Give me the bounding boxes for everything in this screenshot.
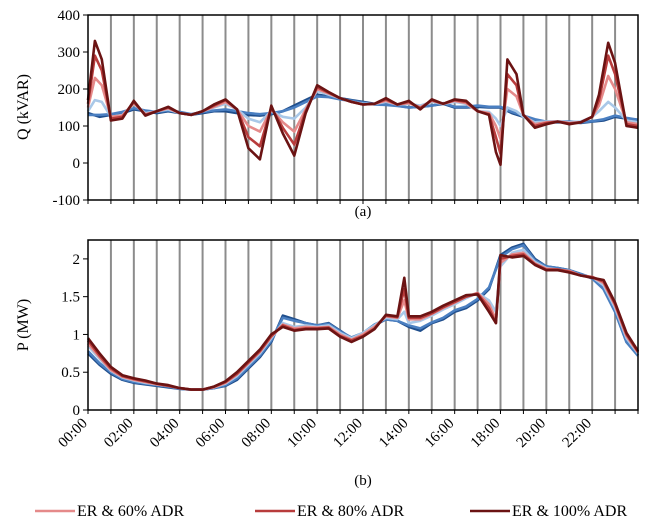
panel-b-xtick-label: 20:00 bbox=[514, 416, 549, 451]
panel-a-y-ticks: -100 0 100 200 300 400 bbox=[53, 8, 88, 209]
panel-b-xtick-label: 22:00 bbox=[560, 416, 595, 451]
panel-b-gridlines bbox=[87, 240, 639, 414]
panel-b-series-line-5 bbox=[86, 253, 640, 391]
panel-b-xtick-label: 18:00 bbox=[468, 416, 503, 451]
panel-a-ytick-label: 300 bbox=[58, 45, 81, 61]
panel-a-chart: -100 0 100 200 300 400 Q (kVAR) (a) bbox=[15, 8, 639, 220]
panel-b-ytick-label: 0 bbox=[73, 403, 81, 419]
panel-b-ytick-label: 1 bbox=[73, 327, 81, 343]
panel-b-xtick-label: 06:00 bbox=[193, 416, 228, 451]
panel-a-ytick-label: -100 bbox=[53, 193, 81, 209]
panel-b-ytick-label: 1.5 bbox=[61, 290, 80, 306]
panel-b-chart: 0 0.5 1 1.5 2 00:00 02:00 04:00 06:00 08:00 10:00… bbox=[15, 239, 640, 489]
panel-b-ytick-label: 0.5 bbox=[61, 365, 80, 381]
panel-a-ytick-label: 400 bbox=[58, 8, 81, 24]
panel-b-xtick-label: 12:00 bbox=[330, 416, 365, 451]
panel-a-ytick-label: 100 bbox=[58, 119, 81, 135]
panel-b-ylabel: P (MW) bbox=[15, 299, 32, 351]
panel-b-xtick-label: 02:00 bbox=[101, 416, 136, 451]
panel-b-xtick-label: 04:00 bbox=[147, 416, 182, 451]
panel-a-ylabel: Q (kVAR) bbox=[15, 74, 32, 140]
panel-b-xtick-label: 16:00 bbox=[422, 416, 457, 451]
panel-a-series-group bbox=[86, 39, 639, 167]
legend-label: ER & 80% ADR bbox=[297, 503, 404, 520]
panel-b-ytick-label: 2 bbox=[73, 252, 81, 268]
panel-b-caption: (b) bbox=[354, 473, 372, 489]
panel-a-ytick-label: 0 bbox=[73, 156, 81, 172]
panel-b-xtick-label: 14:00 bbox=[376, 416, 411, 451]
panel-a-caption: (a) bbox=[355, 204, 372, 220]
panel-b-xtick-label: 10:00 bbox=[285, 416, 320, 451]
panel-b-y-ticks: 0 0.5 1 1.5 2 bbox=[61, 252, 88, 419]
panel-b-xtick-label: 08:00 bbox=[239, 416, 274, 451]
panel-b-series-group bbox=[86, 242, 640, 391]
legend-label: ER & 100% ADR bbox=[512, 503, 627, 520]
panel-b-frame bbox=[87, 239, 639, 411]
panel-a-series-line-5 bbox=[86, 39, 639, 167]
panel-a-ytick-label: 200 bbox=[58, 82, 81, 98]
legend: ER & 60% ADR ER & 80% ADR ER & 100% ADR bbox=[35, 503, 627, 520]
legend-label: ER & 60% ADR bbox=[77, 503, 184, 520]
panel-b-x-ticks: 00:00 02:00 04:00 06:00 08:00 10:00 12:00 14:00… bbox=[55, 416, 595, 451]
panel-a-frame bbox=[87, 14, 639, 201]
panel-b-xtick-label: 00:00 bbox=[55, 416, 90, 451]
